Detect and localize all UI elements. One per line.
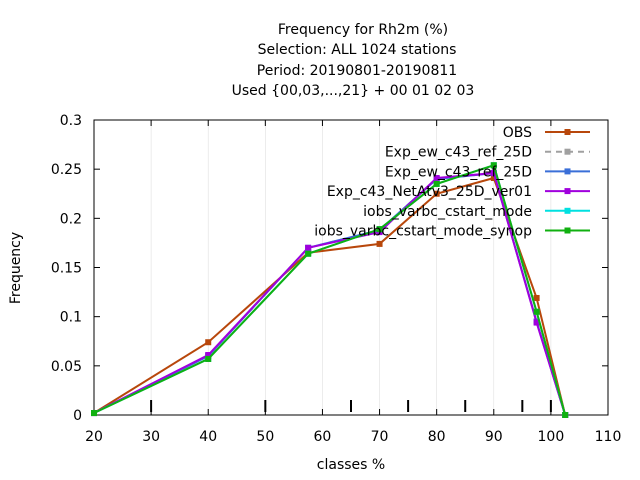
data-point: [205, 352, 212, 359]
data-point: [305, 250, 312, 257]
legend-swatch-marker: [564, 188, 571, 195]
data-point: [376, 226, 383, 233]
y-tick-label: 0.15: [51, 261, 82, 277]
x-tick-label: 100: [538, 429, 565, 445]
data-point: [433, 175, 440, 182]
chart-title-line-4: Used {00,03,...,21} + 00 01 02 03: [232, 83, 475, 99]
data-point: [533, 319, 540, 326]
data-point: [533, 294, 540, 301]
data-point: [205, 339, 212, 346]
x-tick-label: 20: [85, 429, 103, 445]
data-point: [433, 190, 440, 197]
series-line: [93, 172, 567, 416]
y-axis: 0 0.05 0.1 0.15 0.2 0.25 0.3: [51, 113, 608, 424]
x-tick-label: 110: [595, 429, 622, 445]
x-tick-label: 60: [314, 429, 332, 445]
legend: OBS Exp_ew_c43_ref_25D Exp_ew_c43_ref_25D E…: [314, 125, 590, 240]
x-tick-label: 90: [485, 429, 503, 445]
data-point: [433, 180, 440, 187]
data-series: [91, 162, 569, 418]
data-point: [490, 175, 497, 182]
legend-label: Exp_ew_c43_ref_25D: [385, 145, 532, 161]
legend-label: OBS: [503, 125, 532, 141]
x-tick-label: 80: [428, 429, 446, 445]
chart-title-line-2: Selection: ALL 1024 stations: [258, 42, 457, 58]
data-point: [490, 162, 497, 169]
legend-swatch-marker: [564, 168, 571, 175]
legend-swatch-marker: [564, 148, 571, 155]
series-5: [91, 162, 569, 418]
legend-label: iobs_varbc_cstart_mode_synop: [314, 224, 532, 240]
series-line: [93, 163, 567, 416]
y-tick-label: 0.2: [60, 211, 82, 227]
x-tick-label: 50: [256, 429, 274, 445]
gridlines: [150, 120, 552, 415]
data-point: [533, 308, 540, 315]
y-axis-label: Frequency: [8, 232, 24, 304]
x-tick-label: 30: [142, 429, 160, 445]
y-tick-label: 0.05: [51, 359, 82, 375]
x-axis: 20 30 40 50 60 70 80 90 100 110: [85, 120, 621, 445]
chart-title-line-3: Period: 20190801-20190811: [257, 63, 457, 79]
legend-swatch-marker: [564, 207, 571, 214]
data-point: [562, 412, 569, 418]
legend-swatch-marker: [564, 227, 571, 234]
x-tick-label: 40: [199, 429, 217, 445]
legend-label: Exp_ew_c43_ref_25D: [385, 164, 532, 180]
x-axis-label: classes %: [317, 457, 385, 473]
data-point: [305, 244, 312, 251]
chart-title-line-1: Frequency for Rh2m (%): [278, 22, 448, 38]
y-tick-label: 0: [73, 408, 82, 424]
series-line: [93, 176, 567, 416]
data-point: [490, 170, 497, 177]
y-tick-label: 0.1: [60, 310, 82, 326]
chart-title: Frequency for Rh2m (%) Selection: ALL 10…: [232, 22, 475, 99]
x-tick-label: 70: [371, 429, 389, 445]
data-point: [91, 410, 97, 417]
legend-label: iobs_varbc_cstart_mode: [363, 204, 532, 220]
legend-label: Exp_c43_NetAtv3_25D_ver01: [327, 184, 532, 200]
y-tick-label: 0.25: [51, 162, 82, 178]
data-point: [376, 240, 383, 247]
y-tick-label: 0.3: [60, 113, 82, 129]
class-boundary-ticks: [150, 400, 552, 412]
data-point: [205, 355, 212, 362]
legend-swatch-marker: [564, 129, 571, 135]
